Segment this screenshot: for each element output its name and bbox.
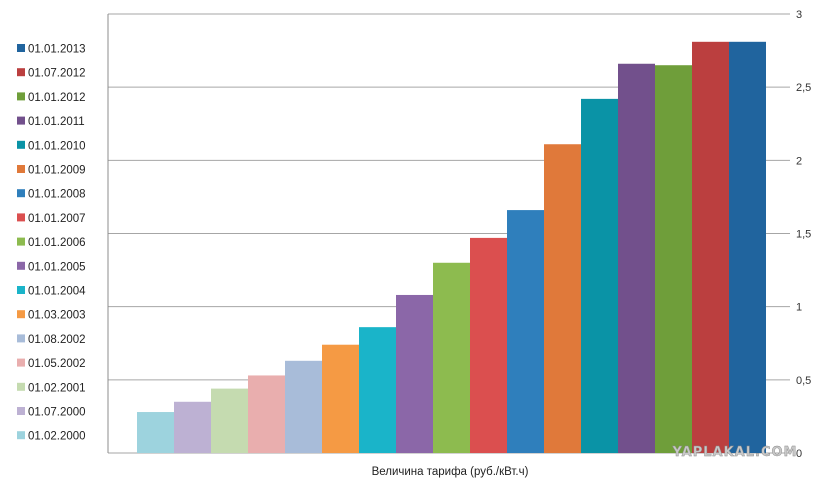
legend-swatch (17, 310, 25, 319)
legend-entry: 01.01.2007 (28, 213, 86, 225)
bar (248, 375, 285, 453)
bar (729, 41, 766, 453)
legend-swatch (17, 189, 25, 198)
legend-swatch (17, 431, 25, 440)
bar (359, 327, 396, 453)
bar (581, 98, 618, 453)
legend-swatch (17, 358, 25, 367)
legend-entry: 01.08.2002 (28, 334, 86, 346)
legend-entry: 01.01.2013 (28, 44, 86, 56)
y-tick-label: 0 (796, 448, 802, 460)
legend-swatch (17, 213, 25, 222)
bar (692, 41, 729, 453)
legend-entry: 01.07.2012 (28, 68, 86, 80)
legend-entry: 01.07.2000 (28, 407, 86, 419)
legend-entry: 01.01.2012 (28, 92, 86, 104)
bar (322, 344, 359, 453)
legend-entry: 01.01.2008 (28, 189, 86, 201)
y-axis-ticks: 0 0,5 1 1,5 2 2,5 3 (796, 9, 811, 460)
legend: 01.01.2013 01.07.2012 01.01.2012 01.01.2011… (17, 44, 86, 443)
legend-swatch (17, 165, 25, 173)
legend-entry: 01.01.2010 (28, 140, 86, 152)
legend-swatch (17, 334, 25, 343)
legend-swatch (17, 286, 25, 294)
legend-swatch (17, 68, 25, 77)
bar (433, 262, 470, 453)
legend-swatch (17, 44, 25, 52)
bar (544, 144, 581, 453)
legend-entry: 01.02.2000 (28, 431, 86, 443)
legend-swatch (17, 237, 25, 246)
y-tick-label: 2 (796, 155, 802, 167)
bar (655, 65, 692, 453)
legend-swatch (17, 261, 25, 270)
legend-swatch (17, 140, 25, 149)
y-tick-label: 3 (796, 9, 802, 21)
legend-entry: 01.01.2009 (28, 165, 86, 177)
legend-entry: 01.01.2004 (28, 286, 86, 298)
legend-swatch (17, 92, 25, 101)
bar (396, 294, 433, 453)
legend-entry: 01.03.2003 (28, 310, 86, 322)
legend-swatch (17, 407, 25, 415)
bar (211, 388, 248, 453)
legend-entry: 01.01.2006 (28, 237, 86, 249)
legend-swatch (17, 116, 25, 125)
legend-swatch (17, 382, 25, 391)
bar (174, 401, 211, 453)
x-axis-label: Величина тарифа (руб./кВт.ч) (372, 466, 529, 478)
legend-entry: 01.01.2005 (28, 261, 86, 273)
legend-entry: 01.02.2001 (28, 382, 86, 394)
bars (137, 41, 766, 454)
y-tick-label: 2,5 (796, 82, 811, 94)
bar (137, 412, 174, 453)
bar (285, 360, 322, 453)
bar (470, 237, 507, 453)
watermark: YAPLAKAL.COM (672, 445, 798, 460)
y-tick-label: 1 (796, 302, 802, 314)
legend-entry: 01.01.2011 (28, 116, 85, 128)
y-tick-label: 1,5 (796, 229, 811, 241)
legend-entry: 01.05.2002 (28, 358, 86, 370)
bar (618, 63, 655, 454)
bar (507, 210, 544, 453)
y-tick-label: 0,5 (796, 375, 811, 387)
